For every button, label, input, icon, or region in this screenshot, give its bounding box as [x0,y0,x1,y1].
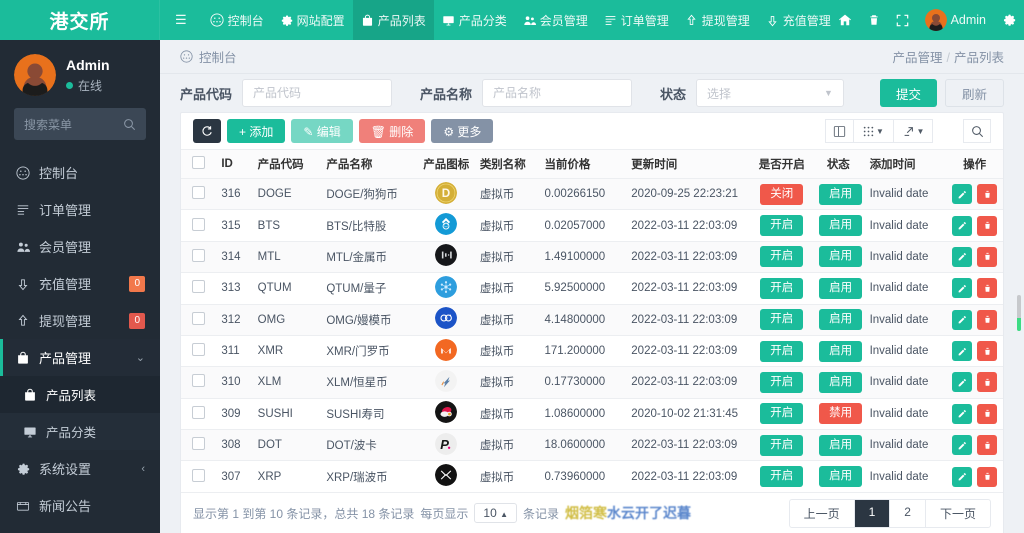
svg-text:D: D [441,187,449,200]
svg-text:P: P [440,437,449,452]
